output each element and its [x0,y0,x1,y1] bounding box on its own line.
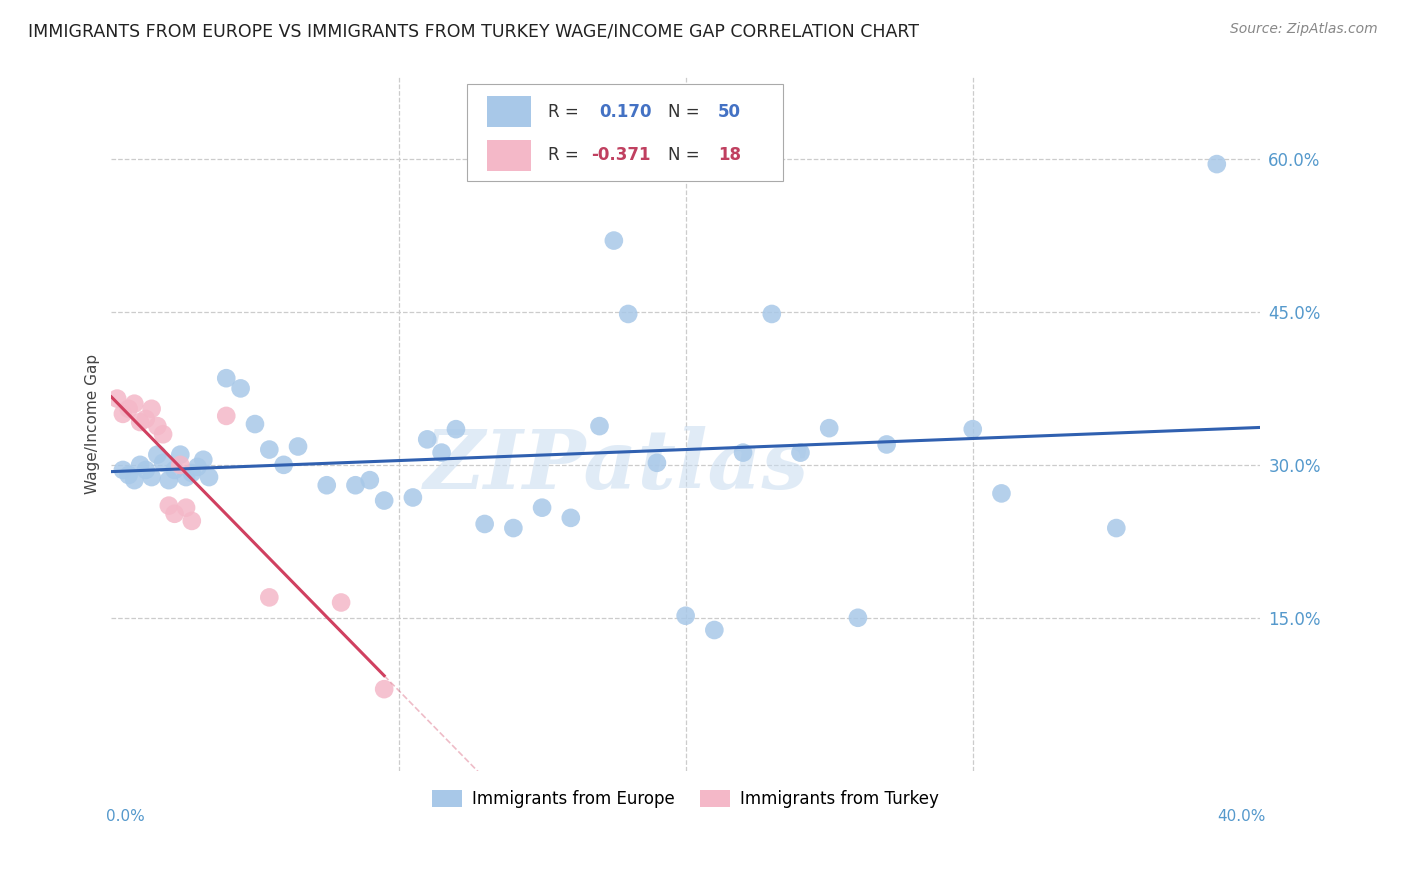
Point [703,623,725,637]
Point [876,437,898,451]
Point [402,491,425,505]
Legend: Immigrants from Europe, Immigrants from Turkey: Immigrants from Europe, Immigrants from … [426,783,946,814]
Point [111,407,134,421]
Point [117,468,139,483]
Text: N =: N = [668,146,706,164]
Text: 40.0%: 40.0% [1218,809,1265,824]
Point [229,381,252,395]
Point [560,511,582,525]
Point [169,458,191,472]
Point [174,470,197,484]
Point [146,448,169,462]
Point [135,463,157,477]
Point [157,499,180,513]
Point [259,591,281,605]
Point [588,419,610,434]
Point [502,521,524,535]
Point [124,473,146,487]
Point [818,421,841,435]
Point [474,516,496,531]
Point [603,234,626,248]
Point [430,445,453,459]
Point [152,427,174,442]
Point [359,473,381,487]
Point [761,307,783,321]
Point [124,397,146,411]
FancyBboxPatch shape [486,140,530,171]
Point [259,442,281,457]
Point [215,409,238,423]
Point [215,371,238,385]
Point [315,478,337,492]
Point [675,608,697,623]
Point [152,456,174,470]
Point [129,415,152,429]
Point [617,307,640,321]
Text: R =: R = [548,103,583,120]
Point [731,445,754,459]
Text: ZIPatlas: ZIPatlas [425,425,810,506]
Point [1205,157,1227,171]
Point [157,473,180,487]
FancyBboxPatch shape [467,85,783,181]
Point [163,507,186,521]
Point [169,448,191,462]
Point [180,514,202,528]
Text: 18: 18 [718,146,741,164]
Point [129,458,152,472]
Point [330,595,353,609]
Point [243,417,266,431]
Point [146,419,169,434]
Text: R =: R = [548,146,583,164]
Text: 0.170: 0.170 [599,103,652,120]
Point [373,682,395,697]
Point [174,500,197,515]
Point [287,440,309,454]
Point [180,466,202,480]
Text: 50: 50 [718,103,741,120]
Point [1105,521,1128,535]
Point [962,422,984,436]
Point [846,611,869,625]
Point [187,459,209,474]
Point [163,463,186,477]
Text: 0.0%: 0.0% [105,809,145,824]
Text: IMMIGRANTS FROM EUROPE VS IMMIGRANTS FROM TURKEY WAGE/INCOME GAP CORRELATION CHA: IMMIGRANTS FROM EUROPE VS IMMIGRANTS FRO… [28,22,920,40]
Point [645,456,668,470]
Text: Source: ZipAtlas.com: Source: ZipAtlas.com [1230,22,1378,37]
Point [990,486,1012,500]
Y-axis label: Wage/Income Gap: Wage/Income Gap [86,354,100,494]
Point [416,433,439,447]
Point [531,500,554,515]
Point [344,478,367,492]
Point [111,463,134,477]
Text: -0.371: -0.371 [592,146,651,164]
Point [105,392,128,406]
FancyBboxPatch shape [486,96,530,128]
Point [273,458,295,472]
Point [141,470,163,484]
Point [789,445,811,459]
Text: N =: N = [668,103,706,120]
Point [117,401,139,416]
Point [193,452,215,467]
Point [135,412,157,426]
Point [444,422,467,436]
Point [141,401,163,416]
Point [373,493,395,508]
Point [198,470,221,484]
